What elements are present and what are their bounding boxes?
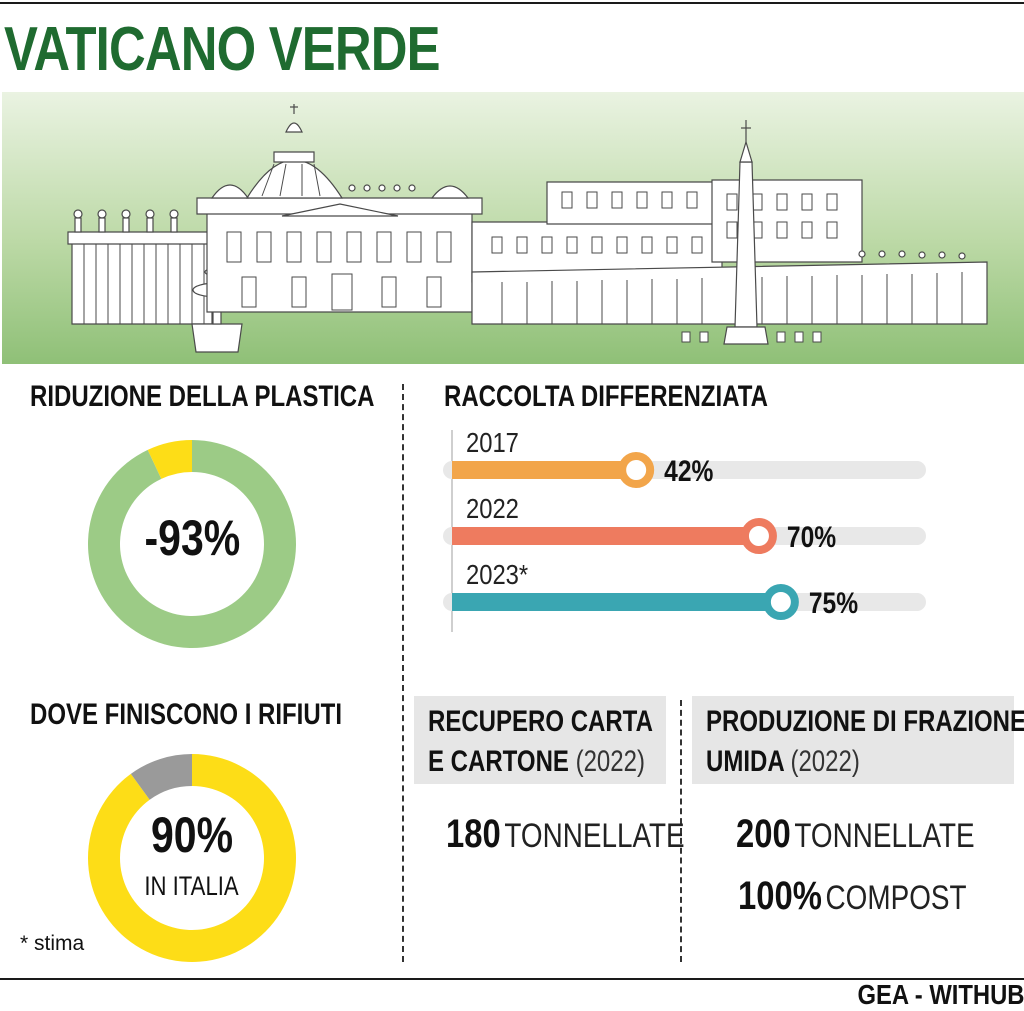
carta-unit: TONNELLATE: [504, 817, 685, 855]
rifiuti-heading: DOVE FINISCONO I RIFIUTI: [30, 698, 343, 731]
plastica-center-label: -93%: [144, 510, 240, 566]
carta-heading-box: RECUPERO CARTA E CARTONE (2022): [414, 696, 666, 784]
rifiuti-center-value: 90%: [150, 807, 234, 863]
source-credit: GEA - WITHUB: [856, 979, 1024, 1010]
bar-marker-1: [740, 518, 777, 554]
rifiuti-donut-slice-1: [130, 754, 192, 800]
column-separator-right: [680, 700, 682, 962]
bar-category-label-1: 2022: [466, 492, 519, 524]
bar-value-label-0: 42%: [664, 454, 713, 488]
rifiuti-center-sub: IN ITALIA: [144, 871, 240, 901]
umida-unit-2: COMPOST: [825, 879, 967, 917]
bar-value-label-2: 75%: [809, 586, 858, 620]
carta-heading-line2: E CARTONE: [428, 745, 569, 778]
umida-value-2: 100%: [738, 874, 822, 918]
column-separator-left: [402, 384, 404, 962]
umida-stat-1: 200 TONNELLATE: [736, 812, 975, 857]
bar-category-label-2: 2023*: [466, 558, 528, 590]
umida-unit-1: TONNELLATE: [794, 817, 975, 855]
bar-value-label-1: 70%: [787, 520, 836, 554]
raccolta-heading: RACCOLTA DIFFERENZIATA: [444, 380, 768, 413]
bar-marker-0: [618, 452, 655, 488]
umida-stat-2: 100% COMPOST: [738, 874, 967, 919]
umida-year: (2022): [790, 745, 860, 778]
carta-value: 180: [446, 812, 501, 856]
plastica-heading: RIDUZIONE DELLA PLASTICA: [30, 380, 375, 413]
umida-heading-line1: PRODUZIONE DI FRAZIONE: [706, 705, 1024, 738]
plastica-donut-chart: [87, 440, 297, 648]
plastica-donut-slice-0: [87, 440, 297, 648]
umida-heading-box: PRODUZIONE DI FRAZIONE UMIDA (2022): [692, 696, 1024, 784]
bottom-rule: [0, 978, 1024, 980]
footnote: * stima: [20, 932, 85, 955]
carta-heading-line1: RECUPERO CARTA: [428, 705, 653, 738]
rifiuti-donut-slice-0: [88, 754, 296, 962]
rifiuti-donut-chart: [88, 754, 296, 962]
page-title: VATICANO VERDE: [4, 15, 441, 84]
umida-heading-line2: UMIDA: [706, 745, 784, 778]
raccolta-bar-chart: 2017 42% 2022 70% 2023* 75%: [443, 426, 926, 632]
st-peters-square-drawing: [67, 104, 988, 353]
umida-value-1: 200: [736, 812, 791, 856]
bar-category-label-0: 2017: [466, 426, 519, 458]
plastica-donut-slice-1: [147, 440, 192, 479]
top-rule: [0, 2, 1024, 4]
bar-marker-2: [762, 584, 799, 620]
carta-year: (2022): [575, 745, 645, 778]
hero-illustration: [2, 92, 1024, 364]
carta-stat: 180 TONNELLATE: [446, 812, 685, 857]
